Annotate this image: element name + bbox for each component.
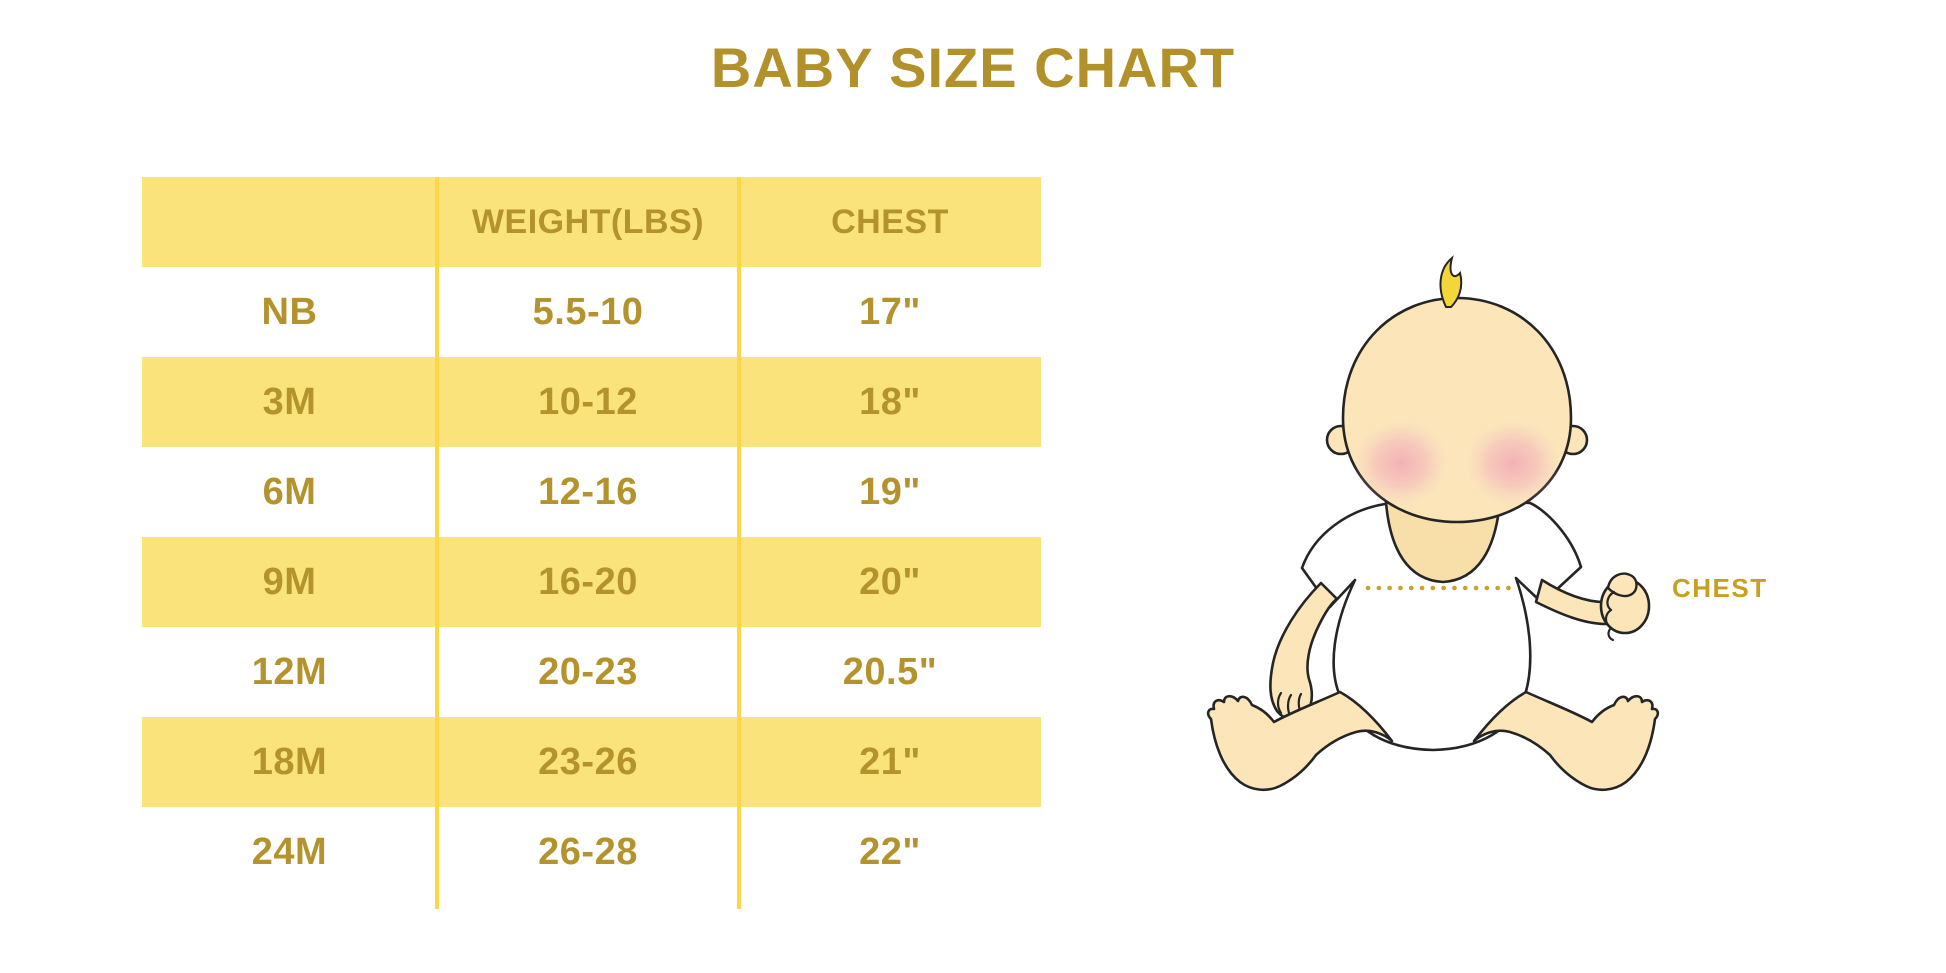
table-row: 9M 16-20 20" <box>142 537 1041 627</box>
page-title: BABY SIZE CHART <box>710 36 1236 99</box>
table-header-row: WEIGHT(LBS) CHEST <box>142 177 1041 267</box>
baby-illustration-svg: CHEST <box>1206 255 1768 792</box>
table-row: 12M 20-23 20.5" <box>142 627 1041 717</box>
header-cell-chest: CHEST <box>831 203 949 241</box>
cell-size: 18M <box>251 741 328 783</box>
baby-hair-tuft <box>1439 255 1463 308</box>
cell-size: 6M <box>262 471 317 513</box>
cell-chest: 18" <box>859 381 921 423</box>
table-row: 24M 26-28 22" <box>142 807 1041 897</box>
table-row: NB 5.5-10 17" <box>142 267 1041 357</box>
chest-label: CHEST <box>1672 573 1768 603</box>
baby-onesie-body <box>1300 498 1583 752</box>
cell-size: 24M <box>251 831 328 873</box>
baby-right-arm <box>1534 578 1608 626</box>
column-divider <box>737 177 741 909</box>
baby-illustration: CHEST <box>1180 250 1780 810</box>
cell-weight: 16-20 <box>538 561 638 603</box>
cell-size: 3M <box>262 381 317 423</box>
table-row: 18M 23-26 21" <box>142 717 1041 807</box>
table-row: 6M 12-16 19" <box>142 447 1041 537</box>
baby-right-leg <box>1472 690 1660 792</box>
cell-weight: 10-12 <box>538 381 638 423</box>
size-table: WEIGHT(LBS) CHEST NB 5.5-10 17" 3M 10-12… <box>142 177 1041 897</box>
baby-thumb <box>1606 572 1638 598</box>
cell-chest: 20" <box>859 561 921 603</box>
cell-chest: 20.5" <box>842 651 938 693</box>
cell-chest: 19" <box>859 471 921 513</box>
header-cell-size <box>142 177 437 267</box>
cell-chest: 22" <box>859 831 921 873</box>
column-divider <box>435 177 439 909</box>
table-row: 3M 10-12 18" <box>142 357 1041 447</box>
cell-chest: 17" <box>859 291 921 333</box>
cell-weight: 23-26 <box>538 741 638 783</box>
baby-left-leg <box>1206 690 1394 792</box>
header-cell-weight: WEIGHT(LBS) <box>471 203 705 241</box>
cell-size: NB <box>261 291 318 333</box>
cell-chest: 21" <box>859 741 921 783</box>
cell-size: 12M <box>251 651 328 693</box>
cell-weight: 12-16 <box>538 471 638 513</box>
baby-left-cheek-blush <box>1354 421 1448 505</box>
baby-right-cheek-blush <box>1466 421 1560 505</box>
cell-weight: 26-28 <box>538 831 638 873</box>
cell-size: 9M <box>262 561 317 603</box>
cell-weight: 5.5-10 <box>532 291 644 333</box>
baby-knuckles <box>1604 590 1616 642</box>
cell-weight: 20-23 <box>538 651 638 693</box>
